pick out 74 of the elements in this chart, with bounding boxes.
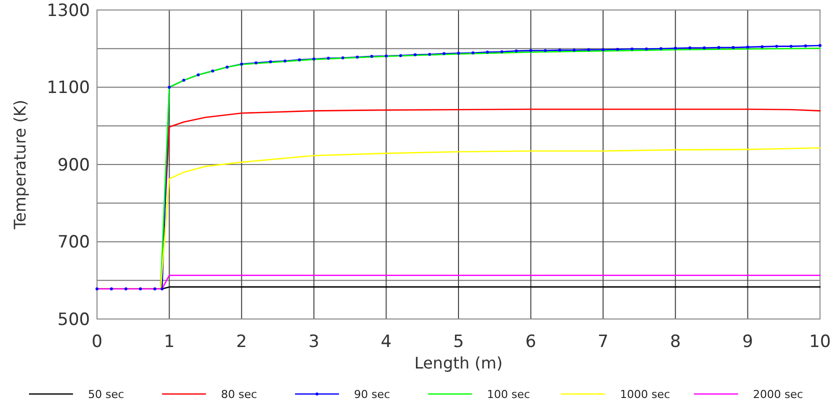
point [732,46,735,49]
y-tick-label: 700 [58,232,90,253]
point [659,47,662,50]
point [775,44,778,48]
point [486,50,489,54]
x-tick-label: 5 [453,332,464,352]
point [428,52,432,56]
legend-label: 100 sec [487,388,530,401]
legend-label: 90 sec [354,388,390,401]
point [818,44,822,48]
y-tick-label: 1100 [46,78,90,98]
point [688,46,692,50]
point [674,46,677,50]
x-tick-label: 4 [380,332,392,352]
x-axis-title: Length (m) [414,354,503,373]
point [442,52,446,56]
point [168,86,171,89]
x-tick-label: 3 [308,332,320,352]
point [153,287,156,290]
point [138,287,142,290]
y-tick-label: 500 [58,310,90,330]
x-tick-label: 0 [92,332,102,352]
point [124,287,128,290]
point [558,48,562,52]
x-tick-label: 6 [525,332,536,352]
point [702,46,706,50]
point [370,54,374,58]
legend-label: 50 sec [88,388,124,401]
point [471,51,474,54]
legend-label: 1000 sec [620,388,670,401]
point [717,46,720,49]
point [312,58,316,61]
point [544,49,547,52]
point [196,73,200,76]
point [790,44,793,48]
point [399,54,402,58]
point [384,54,388,58]
point [760,45,764,48]
legend-label: 80 sec [221,388,258,401]
point [240,62,244,66]
x-tick-label: 1 [164,332,175,352]
x-tick-label: 10 [809,332,831,352]
x-tick-label: 2 [236,332,248,352]
y-tick-label: 1300 [46,0,90,21]
point [457,52,460,55]
point [500,50,504,54]
x-tick-label: 9 [742,332,754,352]
point [746,46,750,49]
point [298,58,301,62]
legend-label: 2000 sec [753,388,804,401]
point [514,49,518,52]
point [182,78,186,82]
point [269,60,272,64]
point [326,56,330,60]
point [616,48,620,51]
point [587,48,590,52]
point [254,61,258,64]
point [804,44,808,48]
point [341,56,344,60]
point [356,56,359,59]
x-tick-label: 7 [598,332,609,352]
point [211,70,214,73]
point [226,66,229,69]
point [110,287,113,290]
point [283,59,286,62]
x-tick-label: 8 [670,332,681,352]
point [160,287,164,290]
y-axis-title: Temperature (K) [10,100,30,230]
point [572,48,576,52]
y-tick-label: 900 [58,155,90,176]
point [414,53,417,56]
point [96,287,98,290]
point [529,49,532,52]
point [602,48,605,52]
